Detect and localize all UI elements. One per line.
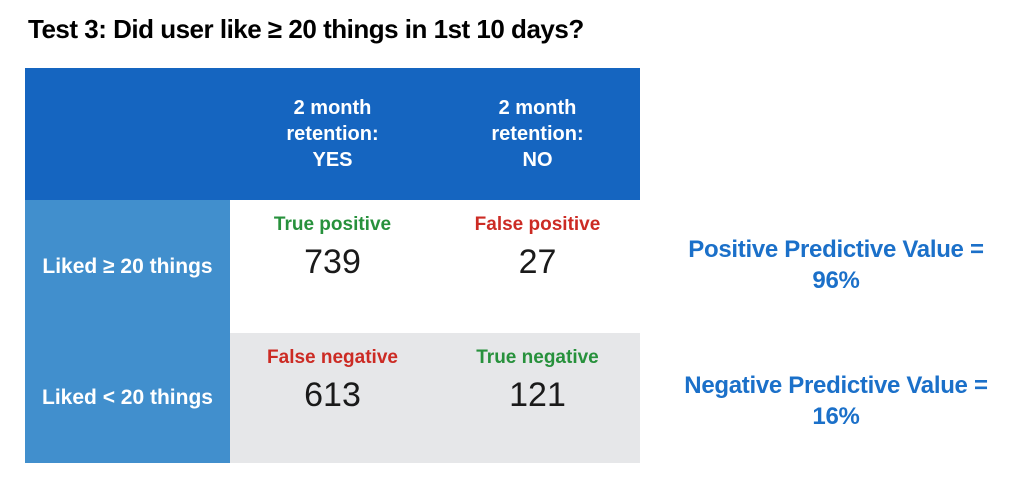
false-positive-label: False positive bbox=[474, 214, 601, 235]
column-header-line: retention: bbox=[491, 123, 584, 145]
false-positive-value: 27 bbox=[518, 243, 557, 281]
positive-predictive-value-annotation: Positive Predictive Value = 96% bbox=[648, 234, 1024, 296]
ppv-percentage: 96% bbox=[812, 267, 860, 294]
confusion-matrix: 2 month retention: YES 2 month retention… bbox=[25, 68, 640, 463]
row-header-liked-lt-20: Liked < 20 things bbox=[25, 333, 230, 463]
true-positive-label: True positive bbox=[273, 214, 392, 235]
cell-false-positive: False positive 27 bbox=[435, 200, 640, 333]
column-header-retention-no: 2 month retention: NO bbox=[435, 68, 640, 200]
cell-true-positive: True positive 739 bbox=[230, 200, 435, 333]
npv-percentage: 16% bbox=[812, 403, 860, 430]
column-header-line: 2 month bbox=[293, 97, 372, 119]
matrix-corner-cell bbox=[25, 68, 230, 200]
npv-text: Negative Predictive Value = bbox=[684, 372, 988, 399]
column-header-line: retention: bbox=[286, 123, 379, 145]
column-header-line: YES bbox=[312, 149, 353, 171]
cell-true-negative: True negative 121 bbox=[435, 333, 640, 463]
cell-false-negative: False negative 613 bbox=[230, 333, 435, 463]
ppv-text: Positive Predictive Value = bbox=[688, 236, 984, 263]
page-title: Test 3: Did user like ≥ 20 things in 1st… bbox=[28, 14, 584, 44]
negative-predictive-value-annotation: Negative Predictive Value = 16% bbox=[648, 370, 1024, 432]
column-header-retention-yes: 2 month retention: YES bbox=[230, 68, 435, 200]
false-negative-value: 613 bbox=[304, 376, 361, 414]
true-negative-value: 121 bbox=[509, 376, 566, 414]
true-positive-value: 739 bbox=[304, 243, 361, 281]
column-header-line: 2 month bbox=[498, 97, 577, 119]
true-negative-label: True negative bbox=[476, 347, 599, 368]
column-header-line: NO bbox=[522, 149, 553, 171]
false-negative-label: False negative bbox=[267, 347, 398, 368]
row-header-liked-ge-20: Liked ≥ 20 things bbox=[25, 200, 230, 333]
